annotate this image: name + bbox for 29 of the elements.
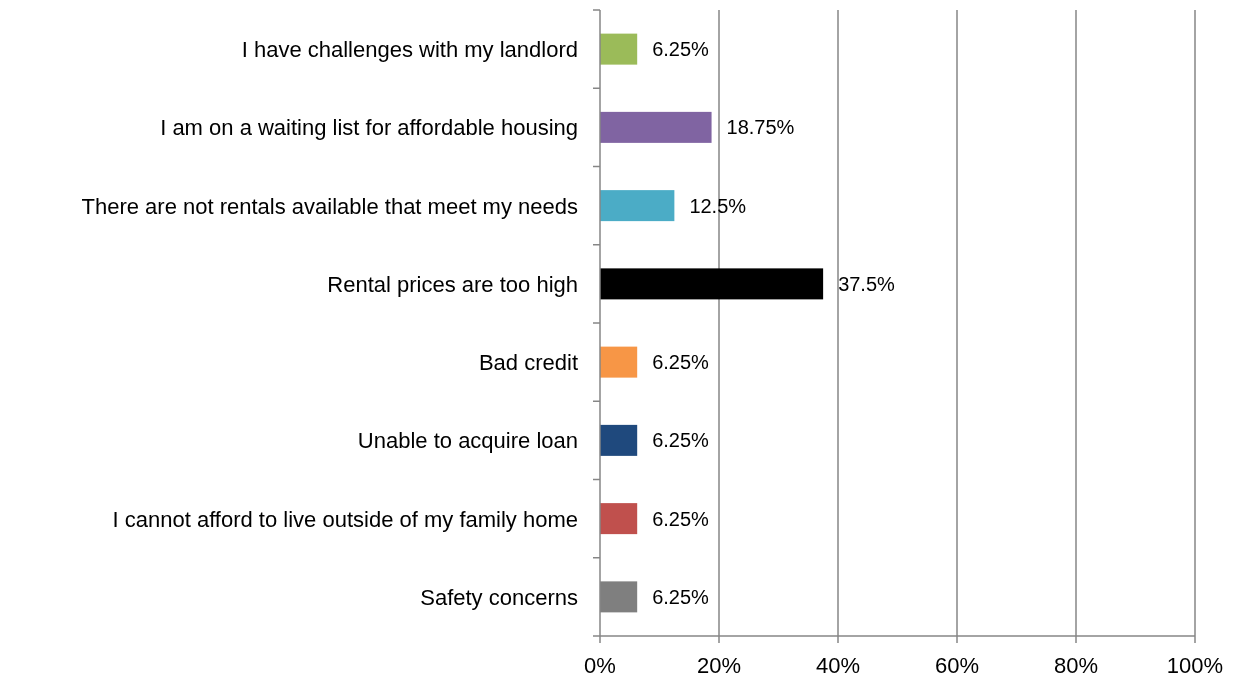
x-tick-label: 60% (934, 653, 980, 678)
y-tick-label: Rental prices are too high (327, 271, 578, 297)
bar (600, 33, 638, 65)
x-tick-label: 0% (584, 653, 616, 678)
bar (600, 346, 638, 378)
y-tick-label: I have challenges with my landlord (241, 37, 578, 63)
y-tick-label: Unable to acquire loan (357, 428, 578, 454)
y-tick-label: I am on a waiting list for affordable housing (160, 115, 578, 141)
y-tick-label: I cannot afford to live outside of my family home (112, 506, 578, 532)
bar (600, 503, 638, 535)
bar (600, 111, 712, 143)
x-tick-label: 100% (1166, 653, 1224, 678)
data-label: 6.25% (652, 507, 710, 530)
x-tick-label: 80% (1053, 653, 1099, 678)
bar (600, 424, 638, 456)
data-label: 6.25% (652, 429, 710, 452)
x-tick-label: 40% (815, 653, 861, 678)
y-tick-label: Safety concerns (420, 584, 578, 610)
y-tick-label: Bad credit (478, 350, 578, 376)
data-label: 12.5% (689, 194, 747, 217)
bar (600, 268, 824, 300)
data-label: 6.25% (652, 38, 710, 61)
data-label: 6.25% (652, 585, 710, 608)
y-tick-label: There are not rentals available that meet my needs (81, 193, 578, 219)
data-label: 18.75% (726, 116, 795, 139)
x-tick-label: 20% (696, 653, 742, 678)
data-label: 37.5% (838, 272, 896, 295)
bar (600, 190, 675, 222)
data-label: 6.25% (652, 351, 710, 374)
